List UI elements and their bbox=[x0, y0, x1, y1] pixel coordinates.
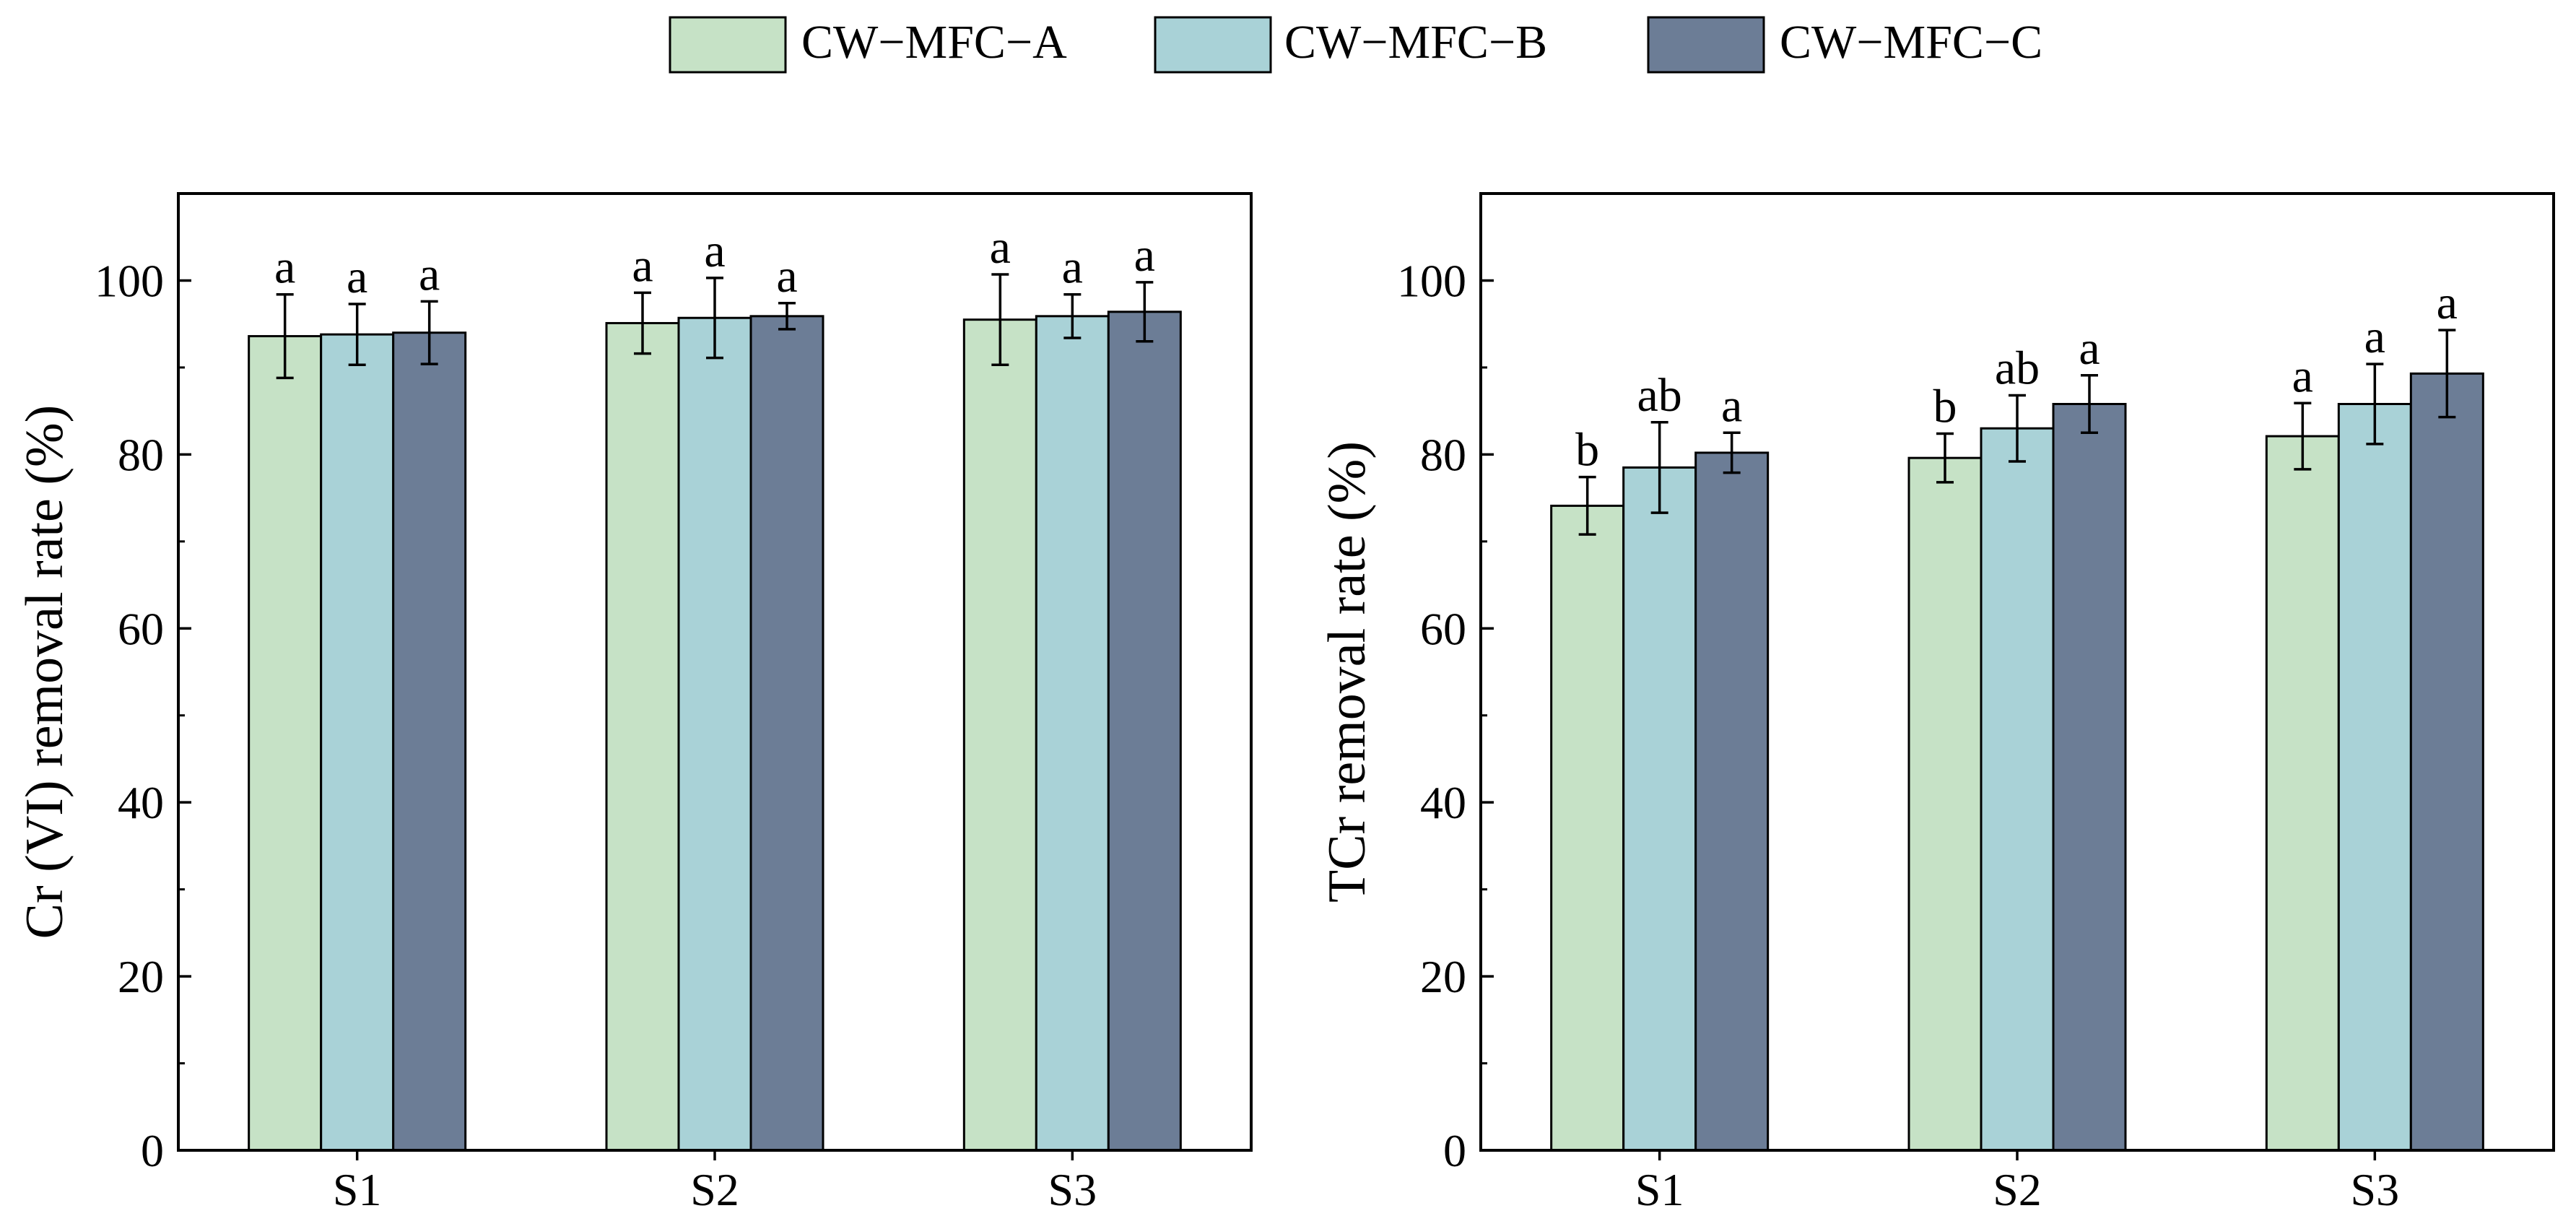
significance-label: a bbox=[347, 251, 367, 303]
error-bar bbox=[276, 292, 294, 380]
error-bar bbox=[2294, 401, 2312, 471]
bar-s1-series-1 bbox=[1622, 466, 1697, 1152]
bar-s2-series-0 bbox=[605, 321, 680, 1152]
y-axis-title: TCr removal rate (%) bbox=[1318, 441, 1377, 903]
significance-label: a bbox=[776, 250, 797, 303]
x-tick-label-s1: S1 bbox=[1635, 1164, 1684, 1215]
x-tick-label-s3: S3 bbox=[1048, 1164, 1097, 1215]
bar-s3-series-0 bbox=[2265, 435, 2340, 1152]
bar-s3-series-2 bbox=[1107, 310, 1182, 1152]
significance-label: a bbox=[990, 221, 1011, 274]
legend-label-2: CW−MFC−C bbox=[1780, 16, 2042, 69]
error-bar bbox=[420, 300, 438, 365]
error-bar bbox=[1723, 431, 1741, 474]
bar-s2-series-2 bbox=[2052, 403, 2127, 1152]
error-bar bbox=[2366, 362, 2384, 446]
error-bar bbox=[2438, 329, 2456, 419]
x-tick-label-s1: S1 bbox=[333, 1164, 382, 1215]
error-bar bbox=[1650, 421, 1668, 514]
y-tick-label: 80 bbox=[118, 429, 164, 480]
significance-label: a bbox=[2079, 322, 2099, 375]
significance-label: a bbox=[274, 241, 295, 294]
y-tick-label: 60 bbox=[1420, 603, 1466, 654]
error-bar bbox=[348, 303, 366, 367]
significance-label: a bbox=[2292, 349, 2313, 402]
significance-label: ab bbox=[1637, 369, 1682, 422]
bar-s1-series-1 bbox=[320, 333, 395, 1152]
y-tick-label: 0 bbox=[141, 1125, 164, 1176]
significance-label: b bbox=[1575, 424, 1599, 477]
y-tick-label: 0 bbox=[1443, 1125, 1466, 1176]
legend-swatch-1 bbox=[1154, 16, 1272, 74]
significance-label: a bbox=[632, 239, 653, 292]
legend: CW−MFC−A CW−MFC−B CW−MFC−C bbox=[669, 16, 2042, 74]
x-tick-label-s2: S2 bbox=[690, 1164, 739, 1215]
bar-s2-series-0 bbox=[1907, 456, 1983, 1152]
significance-label: a bbox=[2437, 277, 2458, 329]
error-bar bbox=[778, 302, 796, 331]
legend-swatch-2 bbox=[1647, 16, 1765, 74]
y-axis-title: Cr (VI) removal rate (%) bbox=[15, 405, 74, 939]
legend-label-1: CW−MFC−B bbox=[1284, 16, 1547, 69]
error-bar bbox=[634, 291, 651, 355]
bar-s3-series-1 bbox=[1035, 315, 1110, 1152]
error-bar bbox=[1136, 281, 1154, 343]
bar-s3-series-1 bbox=[2337, 403, 2412, 1152]
significance-label: a bbox=[2364, 310, 2385, 363]
error-bar bbox=[1578, 475, 1596, 536]
y-tick-label: 100 bbox=[1397, 255, 1466, 306]
significance-label: a bbox=[419, 248, 440, 300]
y-tick-label: 20 bbox=[1420, 951, 1466, 1002]
bar-s1-series-2 bbox=[392, 331, 467, 1152]
legend-swatch-0 bbox=[669, 16, 787, 74]
significance-label: a bbox=[1721, 379, 1742, 432]
x-tick-label-s2: S2 bbox=[1993, 1164, 2042, 1215]
error-bar bbox=[2081, 374, 2098, 434]
error-bar bbox=[1936, 432, 1954, 484]
significance-label: ab bbox=[1995, 342, 2040, 394]
error-bar bbox=[1063, 292, 1082, 339]
significance-label: a bbox=[704, 225, 725, 277]
y-tick-label: 40 bbox=[1420, 777, 1466, 828]
significance-label: a bbox=[1134, 229, 1155, 282]
error-bar bbox=[991, 273, 1009, 367]
bar-s2-series-2 bbox=[749, 315, 824, 1152]
bar-s1-series-0 bbox=[1550, 504, 1625, 1152]
bar-s2-series-1 bbox=[677, 316, 752, 1152]
bar-s3-series-0 bbox=[962, 318, 1037, 1152]
y-tick-label: 20 bbox=[118, 951, 164, 1002]
y-tick-label: 80 bbox=[1420, 429, 1466, 480]
y-tick-label: 40 bbox=[118, 777, 164, 828]
significance-label: a bbox=[1062, 241, 1083, 294]
x-tick-label-s3: S3 bbox=[2351, 1164, 2400, 1215]
y-tick-label: 100 bbox=[95, 255, 164, 306]
bar-s1-series-0 bbox=[248, 335, 323, 1152]
error-bar bbox=[706, 277, 723, 360]
bar-s1-series-2 bbox=[1694, 451, 1770, 1152]
error-bar bbox=[2009, 394, 2026, 463]
bar-s2-series-1 bbox=[1980, 427, 2055, 1152]
legend-label-0: CW−MFC−A bbox=[801, 16, 1067, 69]
bar-s3-series-2 bbox=[2409, 372, 2484, 1152]
y-tick-label: 60 bbox=[118, 603, 164, 654]
significance-label: b bbox=[1933, 380, 1957, 433]
